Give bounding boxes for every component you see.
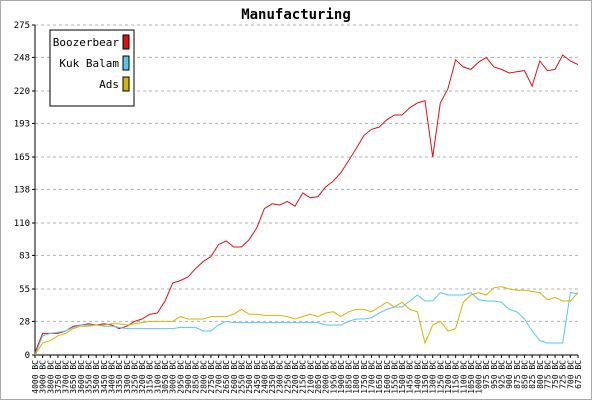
series-lines (34, 54, 579, 356)
x-tick-label: 800 BC (536, 360, 545, 389)
x-tick-label: 2050 BC (314, 360, 323, 394)
x-tick-label: 2650 BC (222, 360, 231, 394)
x-tick-label: 3450 BC (100, 360, 109, 394)
x-tick-label: 3650 BC (69, 360, 78, 394)
legend-label: Boozerbear (53, 36, 120, 49)
y-tick-label: 275 (14, 21, 30, 31)
legend-swatch (122, 55, 130, 71)
x-tick-label: 1600 BC (383, 360, 392, 394)
y-tick-label: 28 (19, 317, 30, 327)
legend-label: Kuk Balam (59, 57, 119, 70)
x-tick-label: 3750 BC (54, 360, 63, 394)
x-tick-label: 775 BC (543, 360, 552, 389)
x-tick-label: 3000 BC (169, 360, 178, 394)
x-tick-label: 2550 BC (237, 360, 246, 394)
y-axis-ticks: 0 28 55 83 110 138 165 193 220 248 275 (14, 21, 35, 361)
y-tick-label: 55 (19, 285, 30, 295)
legend: Boozerbear Kuk Balam Ads (49, 29, 135, 107)
legend-label: Ads (99, 78, 119, 91)
x-tick-label: 2450 BC (253, 360, 262, 394)
x-tick-label: 2700 BC (215, 360, 224, 394)
x-tick-label: 1250 BC (436, 360, 445, 394)
x-tick-label: 2300 BC (276, 360, 285, 394)
x-tick-label: 3700 BC (62, 360, 71, 394)
x-tick-label: 3500 BC (92, 360, 101, 394)
x-tick-label: 1700 BC (368, 360, 377, 394)
x-tick-label: 1500 BC (398, 360, 407, 394)
x-tick-label: 2350 BC (268, 360, 277, 394)
series-line-boozerbear (34, 54, 579, 353)
x-tick-label: 3900 BC (39, 360, 48, 394)
x-tick-label: 2950 BC (176, 360, 185, 394)
chart-title: Manufacturing (241, 7, 351, 23)
x-tick-label: 3600 BC (77, 360, 86, 394)
x-tick-label: 3250 BC (130, 360, 139, 394)
x-tick-label: 1200 BC (444, 360, 453, 394)
x-tick-label: 1450 BC (406, 360, 415, 394)
y-tick-label: 248 (14, 53, 30, 63)
x-tick-label: 900 BC (505, 360, 514, 389)
x-tick-label: 975 BC (482, 360, 491, 389)
x-tick-label: 2250 BC (283, 360, 292, 394)
x-tick-label: 850 BC (520, 360, 529, 389)
x-tick-label: 3300 BC (123, 360, 132, 394)
x-tick-label: 3150 BC (146, 360, 155, 394)
series-line-kuk-balam (34, 292, 579, 356)
x-tick-label: 750 BC (551, 360, 560, 389)
x-tick-label: 2100 BC (306, 360, 315, 394)
x-tick-label: 1950 BC (329, 360, 338, 394)
series-line-ads (34, 286, 579, 356)
y-tick-label: 110 (14, 219, 30, 229)
y-tick-label: 83 (19, 251, 30, 261)
x-tick-label: 3350 BC (115, 360, 124, 394)
x-tick-label: 700 BC (566, 360, 575, 389)
x-tick-label: 1150 BC (452, 360, 461, 394)
x-tick-label: 1400 BC (413, 360, 422, 394)
x-tick-label: 1650 BC (375, 360, 384, 394)
x-tick-label: 2850 BC (192, 360, 201, 394)
x-tick-label: 1300 BC (429, 360, 438, 394)
y-tick-label: 0 (25, 351, 30, 361)
legend-box (49, 29, 135, 107)
x-tick-label: 3400 BC (107, 360, 116, 394)
x-tick-label: 2000 BC (322, 360, 331, 394)
x-tick-label: 3100 BC (153, 360, 162, 394)
legend-swatch (122, 76, 130, 92)
x-tick-label: 1000 BC (475, 360, 484, 394)
x-tick-label: 825 BC (528, 360, 537, 389)
x-tick-label: 2200 BC (291, 360, 300, 394)
x-tick-label: 2150 BC (299, 360, 308, 394)
x-tick-label: 3550 BC (85, 360, 94, 394)
x-tick-label: 1100 BC (459, 360, 468, 394)
x-tick-label: 2900 BC (184, 360, 193, 394)
y-tick-label: 165 (14, 153, 30, 163)
x-tick-label: 925 BC (498, 360, 507, 389)
x-tick-label: 2500 BC (245, 360, 254, 394)
y-tick-label: 220 (14, 87, 30, 97)
x-tick-label: 3050 BC (161, 360, 170, 394)
x-tick-label: 3200 BC (138, 360, 147, 394)
x-tick-label: 1050 BC (467, 360, 476, 394)
x-tick-label: 3800 BC (46, 360, 55, 394)
x-tick-label: 2400 BC (260, 360, 269, 394)
x-tick-label: 725 BC (559, 360, 568, 389)
y-tick-label: 193 (14, 119, 30, 129)
x-tick-label: 2600 BC (230, 360, 239, 394)
legend-swatch (122, 34, 130, 50)
x-tick-label: 2800 BC (199, 360, 208, 394)
y-tick-label: 138 (14, 185, 30, 195)
x-tick-label: 2750 BC (207, 360, 216, 394)
x-tick-label: 1350 BC (421, 360, 430, 394)
x-tick-label: 950 BC (490, 360, 499, 389)
x-tick-label: 1800 BC (352, 360, 361, 394)
x-tick-label: 1900 BC (337, 360, 346, 394)
x-tick-label: 4000 BC (31, 360, 40, 394)
x-tick-label: 1750 BC (360, 360, 369, 394)
x-tick-label: 1550 BC (390, 360, 399, 394)
x-tick-label: 875 BC (513, 360, 522, 389)
x-tick-label: 1850 BC (345, 360, 354, 394)
x-tick-label: 675 BC (574, 360, 583, 389)
